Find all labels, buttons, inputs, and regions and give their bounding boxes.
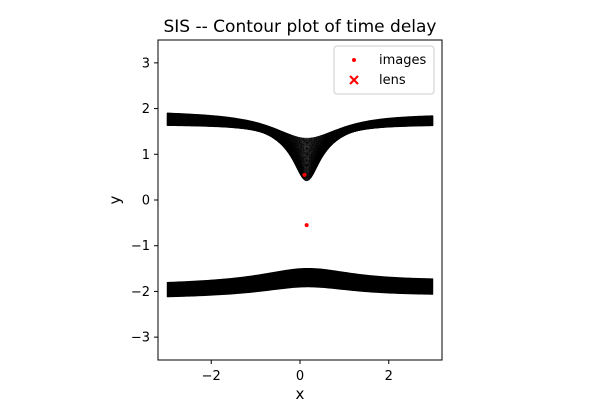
y-tick-label: 1 bbox=[142, 148, 150, 163]
legend-lens-label: lens bbox=[379, 73, 406, 88]
image-points bbox=[302, 172, 309, 228]
contour-lines bbox=[166, 112, 434, 298]
y-tick-label: 2 bbox=[142, 102, 150, 117]
y-axis-ticks: −3 −2 −1 0 1 2 3 bbox=[131, 56, 158, 346]
y-tick-label: −1 bbox=[131, 239, 150, 254]
y-tick-label: −3 bbox=[131, 331, 150, 346]
chart-title: SIS -- Contour plot of time delay bbox=[164, 17, 437, 37]
x-tick-label: 0 bbox=[296, 369, 304, 384]
y-axis-label: y bbox=[106, 195, 124, 204]
contour-line-lower bbox=[166, 286, 434, 298]
contour-line-upper bbox=[166, 125, 434, 182]
y-tick-label: 3 bbox=[142, 56, 150, 71]
y-tick-label: −2 bbox=[131, 285, 150, 300]
legend-images-marker bbox=[352, 58, 356, 62]
x-tick-label: −2 bbox=[202, 369, 221, 384]
legend: images lens bbox=[333, 45, 435, 95]
x-axis-ticks: −2 0 2 bbox=[202, 360, 393, 384]
image-point bbox=[304, 223, 309, 228]
legend-images-label: images bbox=[379, 53, 426, 68]
legend-lens-marker bbox=[349, 75, 359, 85]
image-point bbox=[302, 172, 307, 177]
x-axis-label: x bbox=[296, 385, 305, 400]
x-tick-label: 2 bbox=[385, 369, 393, 384]
legend-box bbox=[333, 45, 435, 95]
y-tick-label: 0 bbox=[142, 194, 150, 209]
